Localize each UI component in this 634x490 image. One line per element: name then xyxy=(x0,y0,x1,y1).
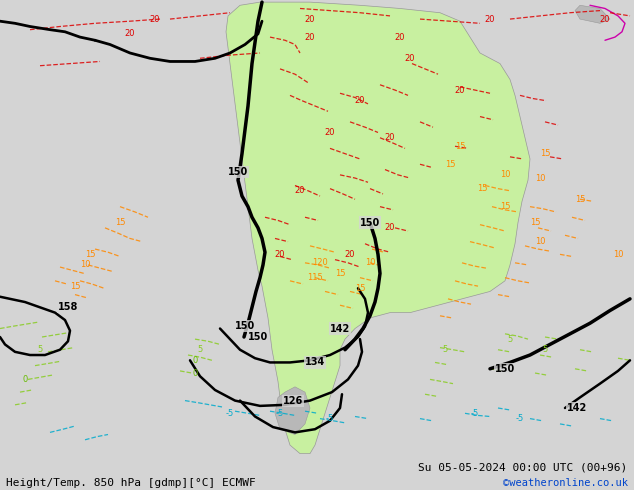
Text: 20: 20 xyxy=(600,15,611,24)
Text: 0: 0 xyxy=(192,356,198,365)
Text: 15: 15 xyxy=(115,218,126,227)
Text: 150: 150 xyxy=(360,218,380,227)
Text: 20: 20 xyxy=(395,33,405,42)
Text: 15: 15 xyxy=(455,142,465,151)
Text: 20: 20 xyxy=(355,96,365,105)
Text: -5: -5 xyxy=(471,409,479,418)
Polygon shape xyxy=(575,5,610,24)
Text: 20: 20 xyxy=(455,86,465,95)
Text: 15: 15 xyxy=(70,282,81,291)
Text: 0: 0 xyxy=(192,368,198,377)
Text: 20: 20 xyxy=(305,33,315,42)
Text: 5: 5 xyxy=(37,345,42,354)
Text: 15: 15 xyxy=(335,269,346,278)
Polygon shape xyxy=(226,2,530,454)
Text: 20: 20 xyxy=(125,29,135,38)
Text: 5: 5 xyxy=(443,345,448,354)
Text: 10: 10 xyxy=(500,171,510,179)
Text: 150: 150 xyxy=(235,321,255,331)
Text: 5: 5 xyxy=(507,335,513,343)
Text: 10: 10 xyxy=(365,258,375,268)
Text: 0: 0 xyxy=(22,375,28,384)
Text: 20: 20 xyxy=(385,223,395,232)
Text: 15: 15 xyxy=(540,149,550,158)
Text: 20: 20 xyxy=(345,250,355,259)
Text: 15: 15 xyxy=(477,184,488,193)
Text: 142: 142 xyxy=(567,403,587,413)
Text: 20: 20 xyxy=(295,186,305,195)
Text: 15: 15 xyxy=(85,250,95,259)
Text: ©weatheronline.co.uk: ©weatheronline.co.uk xyxy=(503,478,628,488)
Polygon shape xyxy=(275,387,310,435)
Text: Height/Temp. 850 hPa [gdmp][°C] ECMWF: Height/Temp. 850 hPa [gdmp][°C] ECMWF xyxy=(6,478,256,488)
Text: 20: 20 xyxy=(385,133,395,142)
Text: 10: 10 xyxy=(612,250,623,259)
Text: 126: 126 xyxy=(283,395,303,406)
Text: 5: 5 xyxy=(542,345,548,354)
Text: 20: 20 xyxy=(305,15,315,24)
Text: 150: 150 xyxy=(495,364,515,374)
Text: 150: 150 xyxy=(248,332,268,342)
Text: 15: 15 xyxy=(500,202,510,211)
Text: 142: 142 xyxy=(330,323,350,334)
Text: 115: 115 xyxy=(307,273,323,282)
Text: 158: 158 xyxy=(58,302,78,312)
Text: 20: 20 xyxy=(275,250,285,259)
Text: Su 05-05-2024 00:00 UTC (00+96): Su 05-05-2024 00:00 UTC (00+96) xyxy=(418,463,628,473)
Text: 120: 120 xyxy=(312,258,328,268)
Text: 15: 15 xyxy=(575,195,585,204)
Text: 15: 15 xyxy=(355,284,365,293)
Text: 20: 20 xyxy=(485,15,495,24)
Text: 10: 10 xyxy=(80,261,90,270)
Text: 150: 150 xyxy=(228,167,248,177)
Text: -5: -5 xyxy=(226,409,234,418)
Text: 10: 10 xyxy=(534,173,545,183)
Text: 20: 20 xyxy=(404,54,415,63)
Text: 15: 15 xyxy=(530,218,540,227)
Text: 20: 20 xyxy=(325,128,335,137)
Text: 134: 134 xyxy=(305,357,325,368)
Text: -5: -5 xyxy=(326,414,334,423)
Text: 20: 20 xyxy=(150,15,160,24)
Text: 5: 5 xyxy=(197,345,203,354)
Text: -5: -5 xyxy=(276,409,284,418)
Text: 10: 10 xyxy=(534,237,545,246)
Text: -5: -5 xyxy=(516,414,524,423)
Text: 15: 15 xyxy=(444,160,455,169)
